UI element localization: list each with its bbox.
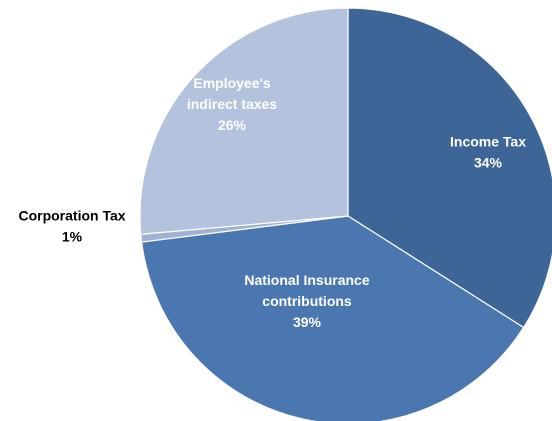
slice-name-line: indirect taxes bbox=[187, 96, 277, 112]
slice-name-line: Income Tax bbox=[450, 134, 526, 150]
pie-slice-national-insurance-contributions bbox=[140, 215, 525, 421]
slice-label-corporation-tax: Corporation Tax 1% bbox=[18, 208, 125, 245]
slice-label-national-insurance-contributions: National Insurance contributions 39% bbox=[244, 272, 369, 330]
slice-name-line: contributions bbox=[262, 293, 352, 309]
slice-label-income-tax: Income Tax 34% bbox=[450, 134, 526, 171]
pie-slice-income-tax bbox=[347, 7, 552, 329]
slice-percent: 1% bbox=[62, 229, 83, 245]
pie-slices bbox=[139, 7, 552, 421]
slice-label-employee-s-indirect-taxes: Employee's indirect taxes 26% bbox=[187, 75, 277, 133]
slice-name-line: Corporation Tax bbox=[18, 208, 125, 224]
slice-name-line: National Insurance bbox=[244, 272, 369, 288]
slice-percent: 26% bbox=[218, 117, 247, 133]
slice-name-line: Employee's bbox=[193, 75, 270, 91]
slice-percent: 34% bbox=[474, 155, 503, 171]
pie-slice-employee-s-indirect-taxes bbox=[139, 7, 349, 235]
slice-labels: Income Tax 34% National Insurance contribut… bbox=[18, 75, 526, 330]
slice-percent: 39% bbox=[293, 314, 322, 330]
